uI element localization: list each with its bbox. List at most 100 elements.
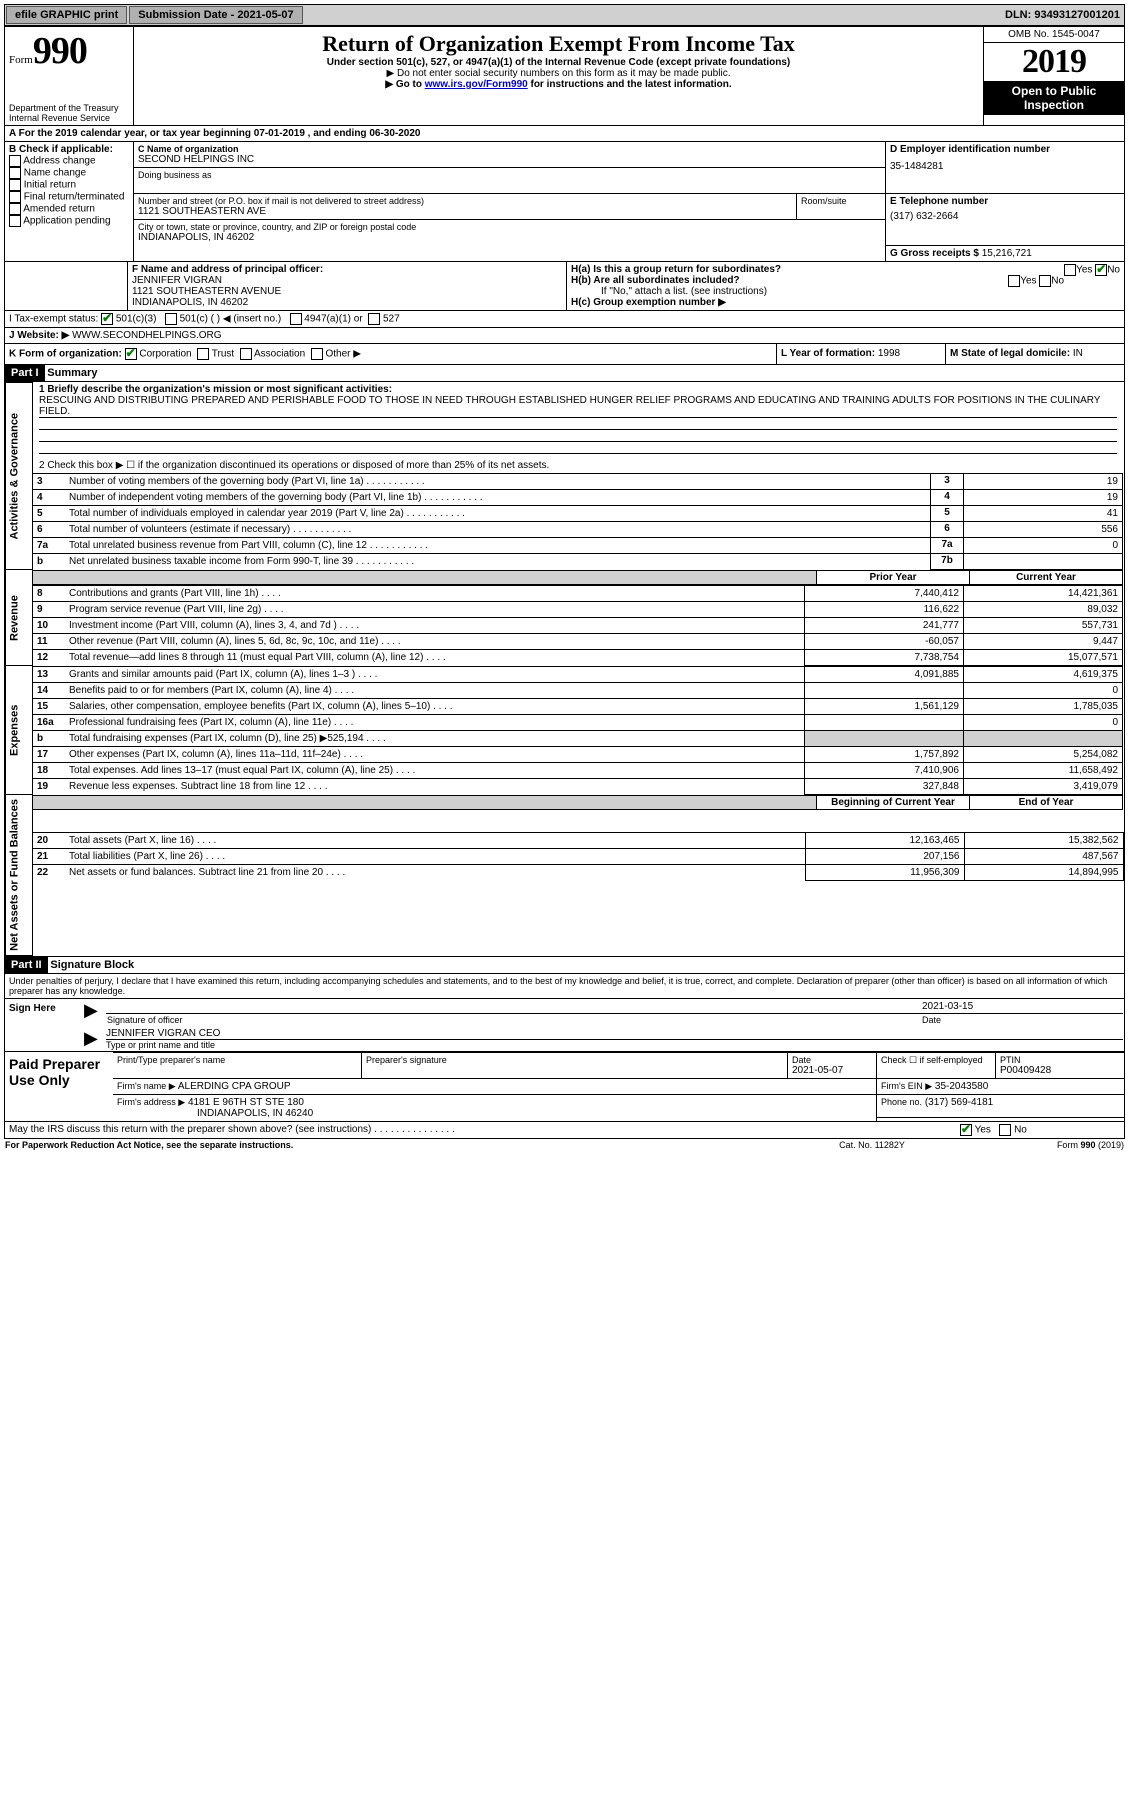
box-i: I Tax-exempt status: 501(c)(3) 501(c) ( … xyxy=(5,311,1125,328)
box-h: H(a) Is this a group return for subordin… xyxy=(567,262,1125,311)
table-row: 9 Program service revenue (Part VIII, li… xyxy=(33,601,1123,617)
table-row: 21 Total liabilities (Part X, line 26) .… xyxy=(33,849,1123,865)
table-row: 20 Total assets (Part X, line 16) . . . … xyxy=(33,833,1123,849)
sidebar-revenue: Revenue xyxy=(6,570,33,666)
sign-date: 2021-03-15 xyxy=(921,1000,1123,1014)
submission-date: Submission Date - 2021-05-07 xyxy=(129,6,302,24)
checkbox-amended[interactable] xyxy=(9,203,21,215)
box-l: L Year of formation: 1998 xyxy=(777,344,946,365)
table-row: 22 Net assets or fund balances. Subtract… xyxy=(33,865,1123,881)
checkbox-501c3[interactable] xyxy=(101,313,113,325)
table-row: 11 Other revenue (Part VIII, column (A),… xyxy=(33,633,1123,649)
table-row: 18 Total expenses. Add lines 13–17 (must… xyxy=(33,762,1123,778)
open-public-badge: Open to Public Inspection xyxy=(984,81,1124,115)
firm-name: ALERDING CPA GROUP xyxy=(178,1081,291,1092)
table-row: 5 Total number of individuals employed i… xyxy=(33,506,1123,522)
end-year-header: End of Year xyxy=(970,795,1123,809)
checkbox-discuss-yes[interactable] xyxy=(960,1124,972,1136)
sign-here-label: Sign Here xyxy=(5,999,84,1052)
tax-year: 2019 xyxy=(984,43,1124,81)
checkbox-name-change[interactable] xyxy=(9,167,21,179)
prior-year-header: Prior Year xyxy=(817,570,970,584)
checkbox-ha-yes[interactable] xyxy=(1064,264,1076,276)
table-row: 4 Number of independent voting members o… xyxy=(33,490,1123,506)
table-row: 19 Revenue less expenses. Subtract line … xyxy=(33,778,1123,794)
part2-title: Signature Block xyxy=(50,959,134,971)
firm-phone: (317) 569-4181 xyxy=(925,1097,993,1108)
line2: 2 Check this box ▶ ☐ if the organization… xyxy=(39,460,1117,471)
table-row: 12 Total revenue—add lines 8 through 11 … xyxy=(33,649,1123,665)
checkbox-4947[interactable] xyxy=(290,313,302,325)
warn-ssn: ▶ Do not enter social security numbers o… xyxy=(138,68,979,79)
line1-text: RESCUING AND DISTRIBUTING PREPARED AND P… xyxy=(39,395,1117,418)
checkbox-hb-no[interactable] xyxy=(1039,275,1051,287)
dln: DLN: 93493127001201 xyxy=(1005,9,1124,21)
sidebar-net: Net Assets or Fund Balances xyxy=(6,795,33,956)
firm-ein: 35-2043580 xyxy=(935,1081,988,1092)
paid-preparer-label: Paid Preparer Use Only xyxy=(5,1052,114,1121)
footer-form: Form 990 (2019) xyxy=(973,1139,1125,1151)
table-row: 10 Investment income (Part VIII, column … xyxy=(33,617,1123,633)
efile-button[interactable]: efile GRAPHIC print xyxy=(6,6,127,24)
line-a: A For the 2019 calendar year, or tax yea… xyxy=(4,126,1125,142)
top-bar: efile GRAPHIC print Submission Date - 20… xyxy=(4,4,1125,26)
firm-addr1: 4181 E 96TH ST STE 180 xyxy=(188,1097,304,1108)
officer-name: JENNIFER VIGRAN CEO xyxy=(106,1028,1123,1040)
table-row: 16a Professional fundraising fees (Part … xyxy=(33,714,1123,730)
checkbox-501c[interactable] xyxy=(165,313,177,325)
table-row: 15 Salaries, other compensation, employe… xyxy=(33,698,1123,714)
table-row: 14 Benefits paid to or for members (Part… xyxy=(33,682,1123,698)
checkbox-corp[interactable] xyxy=(125,348,137,360)
checkbox-other[interactable] xyxy=(311,348,323,360)
box-c-dba: Doing business as xyxy=(134,168,886,194)
form-id-block: Form990 Department of the Treasury Inter… xyxy=(5,27,134,126)
checkbox-address-change[interactable] xyxy=(9,155,21,167)
sidebar-governance: Activities & Governance xyxy=(6,382,33,570)
firm-addr2: INDIANAPOLIS, IN 46240 xyxy=(117,1108,872,1119)
box-e: E Telephone number (317) 632-2664 xyxy=(886,194,1125,246)
dept-label: Department of the Treasury Internal Reve… xyxy=(9,103,129,123)
discuss-question: May the IRS discuss this return with the… xyxy=(5,1122,957,1139)
table-row: 13 Grants and similar amounts paid (Part… xyxy=(33,666,1123,682)
sidebar-expenses: Expenses xyxy=(6,666,33,795)
ptin: P00409428 xyxy=(1000,1065,1120,1076)
box-g: G Gross receipts $ 15,216,721 xyxy=(886,245,1125,261)
checkbox-discuss-no[interactable] xyxy=(999,1124,1011,1136)
box-c-addr: Number and street (or P.O. box if mail i… xyxy=(134,194,886,246)
header-center: Return of Organization Exempt From Incom… xyxy=(134,27,984,126)
prep-date: 2021-05-07 xyxy=(792,1065,872,1076)
header-right: OMB No. 1545-0047 2019 Open to Public In… xyxy=(984,27,1125,126)
omb-number: OMB No. 1545-0047 xyxy=(984,27,1124,43)
box-f: F Name and address of principal officer:… xyxy=(128,262,567,311)
part2-header: Part II xyxy=(5,957,48,973)
checkbox-hb-yes[interactable] xyxy=(1008,275,1020,287)
table-row: 7a Total unrelated business revenue from… xyxy=(33,538,1123,554)
table-row: b Total fundraising expenses (Part IX, c… xyxy=(33,730,1123,746)
form-title: Return of Organization Exempt From Incom… xyxy=(138,31,979,57)
table-row: 3 Number of voting members of the govern… xyxy=(33,474,1123,490)
box-b: B Check if applicable: Address change Na… xyxy=(5,142,134,261)
box-k: K Form of organization: Corporation Trus… xyxy=(5,344,777,365)
checkbox-assoc[interactable] xyxy=(240,348,252,360)
table-row: 17 Other expenses (Part IX, column (A), … xyxy=(33,746,1123,762)
current-year-header: Current Year xyxy=(970,570,1123,584)
checkbox-527[interactable] xyxy=(368,313,380,325)
table-row: 8 Contributions and grants (Part VIII, l… xyxy=(33,585,1123,601)
line1-label: 1 Briefly describe the organization's mi… xyxy=(39,384,1117,395)
checkbox-initial-return[interactable] xyxy=(9,179,21,191)
checkbox-final-return[interactable] xyxy=(9,191,21,203)
checkbox-ha-no[interactable] xyxy=(1095,264,1107,276)
footer-pra: For Paperwork Reduction Act Notice, see … xyxy=(4,1139,771,1151)
box-j: J Website: ▶ WWW.SECONDHELPINGS.ORG xyxy=(5,327,1125,343)
footer-cat: Cat. No. 11282Y xyxy=(771,1139,973,1151)
part1-header: Part I xyxy=(5,365,45,381)
table-row: 6 Total number of volunteers (estimate i… xyxy=(33,522,1123,538)
box-c-name: C Name of organization SECOND HELPINGS I… xyxy=(134,142,886,168)
checkbox-trust[interactable] xyxy=(197,348,209,360)
warn-link: ▶ Go to www.irs.gov/Form990 for instruct… xyxy=(138,79,979,90)
part1-title: Summary xyxy=(47,367,97,379)
begin-year-header: Beginning of Current Year xyxy=(817,795,970,809)
irs-link[interactable]: www.irs.gov/Form990 xyxy=(425,79,528,90)
checkbox-pending[interactable] xyxy=(9,215,21,227)
perjury-text: Under penalties of perjury, I declare th… xyxy=(4,974,1125,999)
